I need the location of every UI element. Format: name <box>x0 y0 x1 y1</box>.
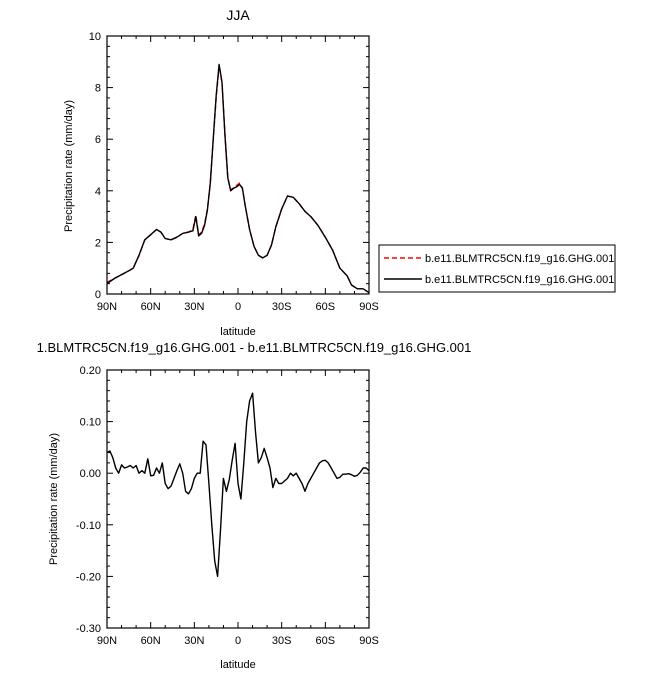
bottom-x-tick-label: 30S <box>272 635 292 647</box>
top-series-line-2 <box>106 63 370 294</box>
bottom-y-tick-label: 0.00 <box>80 468 101 480</box>
bottom-y-tick-label: -0.10 <box>76 520 101 532</box>
top-x-tick-label: 60S <box>316 301 336 313</box>
top-y-tick-label: 0 <box>95 289 101 301</box>
bottom-chart: 1.BLMTRC5CN.f19_g16.GHG.001 - b.e11.BLMT… <box>37 340 472 671</box>
top-chart-title: JJA <box>226 7 250 23</box>
top-y-tick-label: 6 <box>95 134 101 146</box>
top-series-line-1 <box>106 64 370 294</box>
bottom-x-tick-label: 60S <box>316 635 336 647</box>
top-plot-frame <box>106 35 370 295</box>
bottom-y-tick-label: -0.20 <box>76 571 101 583</box>
legend-label-1: b.e11.BLMTRC5CN.f19_g16.GHG.001 <box>425 253 614 265</box>
bottom-y-tick-label: 0.10 <box>80 417 101 429</box>
top-x-tick-label: 0 <box>235 301 241 313</box>
top-x-tick-label: 60N <box>141 301 161 313</box>
bottom-chart-xlabel: latitude <box>220 659 255 671</box>
top-y-tick-label: 8 <box>95 83 101 95</box>
bottom-x-tick-label: 90N <box>97 635 117 647</box>
top-y-tick-label: 4 <box>95 186 101 198</box>
bottom-x-tick-label: 30N <box>184 635 204 647</box>
top-x-tick-label: 30N <box>184 301 204 313</box>
top-y-tick-label: 10 <box>89 31 101 43</box>
legend: b.e11.BLMTRC5CN.f19_g16.GHG.001 b.e11.BL… <box>378 244 616 293</box>
bottom-series-line-1 <box>106 392 370 578</box>
top-y-tick-label: 2 <box>95 237 101 249</box>
top-chart-ylabel: Precipitation rate (mm/day) <box>63 100 75 232</box>
bottom-chart-ylabel: Precipitation rate (mm/day) <box>48 433 60 565</box>
top-chart-xlabel: latitude <box>220 326 255 338</box>
legend-box <box>378 244 616 293</box>
top-x-tick-label: 90S <box>359 301 379 313</box>
top-x-tick-label: 30S <box>272 301 292 313</box>
legend-label-2: b.e11.BLMTRC5CN.f19_g16.GHG.001 <box>425 274 614 286</box>
bottom-x-tick-label: 0 <box>235 635 241 647</box>
bottom-x-tick-label: 90S <box>359 635 379 647</box>
bottom-y-tick-label: 0.20 <box>80 365 101 377</box>
top-chart: JJA Precipitation rate (mm/day) latitude… <box>63 7 379 338</box>
bottom-chart-title: 1.BLMTRC5CN.f19_g16.GHG.001 - b.e11.BLMT… <box>37 340 472 355</box>
bottom-y-tick-label: -0.30 <box>76 623 101 635</box>
bottom-plot-frame <box>106 369 370 629</box>
top-x-tick-label: 90N <box>97 301 117 313</box>
bottom-x-tick-label: 60N <box>141 635 161 647</box>
